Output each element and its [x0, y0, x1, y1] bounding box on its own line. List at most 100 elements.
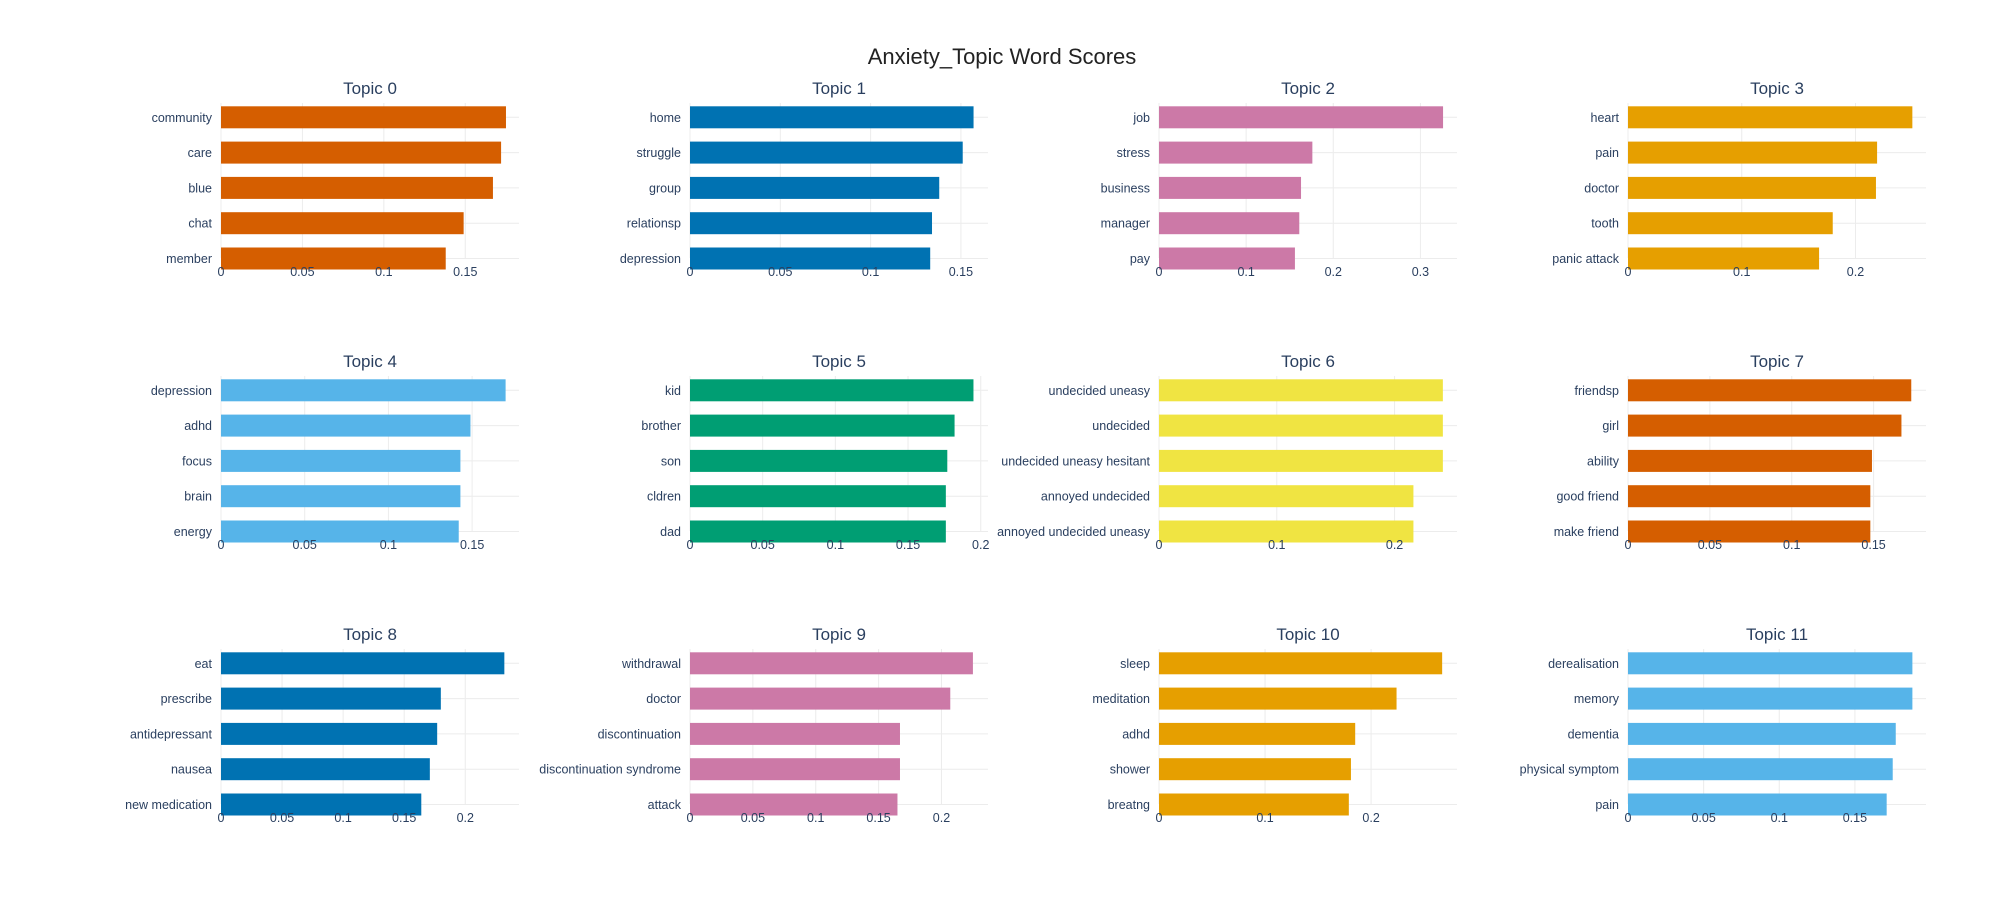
category-label: make friend	[1554, 525, 1619, 539]
subplot-topic-6: Topic 6 undecided uneasy undecided undecide…	[997, 352, 1457, 552]
category-label: doctor	[646, 692, 681, 706]
category-label: shower	[1110, 763, 1150, 777]
subplot-topic-9: Topic 9 withdrawal doctor discontinuation di…	[539, 625, 988, 825]
bar	[690, 722, 900, 745]
bar	[690, 106, 974, 129]
category-label: group	[649, 181, 681, 195]
category-label: blue	[188, 181, 212, 195]
subplot-title: Topic 1	[812, 79, 866, 98]
category-label: kid	[665, 384, 681, 398]
bar	[690, 176, 940, 199]
category-label: sleep	[1120, 657, 1150, 671]
x-tick-label: 0.15	[460, 538, 484, 552]
x-tick-label: 0	[1625, 538, 1632, 552]
bar	[1628, 722, 1896, 745]
category-label: stress	[1117, 146, 1150, 160]
bar	[1159, 247, 1295, 270]
x-tick-label: 0.1	[827, 538, 844, 552]
bar	[1628, 449, 1872, 472]
x-tick-label: 0.05	[1698, 538, 1722, 552]
x-tick-label: 0	[1625, 811, 1632, 825]
bar	[690, 449, 948, 472]
category-label: good friend	[1556, 490, 1619, 504]
category-label: memory	[1574, 692, 1620, 706]
bar	[690, 793, 898, 816]
bar	[1628, 520, 1871, 543]
x-tick-label: 0.1	[375, 265, 392, 279]
x-tick-label: 0.1	[807, 811, 824, 825]
x-tick-label: 0.1	[1268, 538, 1285, 552]
x-tick-label: 0.15	[1843, 811, 1867, 825]
bar	[690, 141, 963, 164]
category-label: breatng	[1108, 798, 1150, 812]
category-label: attack	[648, 798, 682, 812]
x-tick-label: 0.15	[392, 811, 416, 825]
subplot-topic-1: Topic 1 home struggle group relationsp depres…	[620, 79, 988, 279]
x-tick-label: 0	[687, 538, 694, 552]
x-tick-label: 0.05	[270, 811, 294, 825]
category-label: undecided	[1092, 419, 1150, 433]
bar	[221, 106, 506, 129]
bar	[221, 793, 422, 816]
subplot-topic-11: Topic 11 derealisation memory dementia physi…	[1520, 625, 1926, 825]
bar	[1159, 449, 1443, 472]
bar	[1628, 379, 1912, 402]
category-label: job	[1132, 111, 1150, 125]
bar	[1628, 106, 1913, 129]
bar	[1159, 379, 1443, 402]
bar	[690, 485, 946, 508]
bar	[1159, 414, 1443, 437]
category-label: panic attack	[1552, 252, 1619, 266]
category-label: antidepressant	[130, 727, 213, 741]
subplot-topic-4: Topic 4 depression adhd focus brain energy 0 0.…	[151, 352, 519, 552]
bar	[221, 652, 505, 675]
x-tick-label: 0	[687, 811, 694, 825]
x-tick-label: 0.1	[380, 538, 397, 552]
bar	[690, 414, 955, 437]
bar	[1159, 141, 1313, 164]
x-tick-label: 0.1	[862, 265, 879, 279]
category-label: home	[650, 111, 681, 125]
bar	[221, 247, 446, 270]
category-label: depression	[620, 252, 681, 266]
bar	[1159, 106, 1444, 129]
x-tick-label: 0.15	[949, 265, 973, 279]
bar	[1159, 793, 1349, 816]
category-label: annoyed undecided	[1041, 490, 1150, 504]
subplot-topic-2: Topic 2 job stress business manager pay 0 0.1 0.…	[1101, 79, 1457, 279]
subplot-topic-5: Topic 5 kid brother son cldren dad 0 0.05 0.1 0.1…	[641, 352, 989, 552]
category-label: brain	[184, 490, 212, 504]
bar	[690, 379, 974, 402]
x-tick-label: 0.15	[1861, 538, 1885, 552]
subplot-topic-3: Topic 3 heart pain doctor tooth panic attack 0…	[1552, 79, 1926, 279]
x-tick-label: 0.15	[866, 811, 890, 825]
category-label: struggle	[637, 146, 682, 160]
category-label: withdrawal	[621, 657, 681, 671]
subplot-title: Topic 0	[343, 79, 397, 98]
category-label: new medication	[125, 798, 212, 812]
subplot-title: Topic 10	[1276, 625, 1339, 644]
bar	[690, 652, 973, 675]
category-label: undecided uneasy hesitant	[1001, 454, 1150, 468]
x-tick-label: 0.1	[1783, 538, 1800, 552]
category-label: annoyed undecided uneasy	[997, 525, 1151, 539]
category-label: depression	[151, 384, 212, 398]
category-label: focus	[182, 454, 212, 468]
bar	[221, 212, 464, 235]
category-label: brother	[641, 419, 681, 433]
bar	[1159, 687, 1397, 710]
category-label: undecided uneasy	[1049, 384, 1151, 398]
bar	[1159, 722, 1356, 745]
x-tick-label: 0.15	[896, 538, 920, 552]
bar	[1628, 212, 1833, 235]
category-label: ability	[1587, 454, 1620, 468]
x-tick-label: 0.2	[457, 811, 474, 825]
category-label: physical symptom	[1520, 763, 1619, 777]
subplot-title: Topic 9	[812, 625, 866, 644]
bar	[1159, 176, 1302, 199]
x-tick-label: 0.05	[1691, 811, 1715, 825]
category-label: energy	[174, 525, 213, 539]
x-tick-label: 0.2	[1847, 265, 1864, 279]
subplot-title: Topic 3	[1750, 79, 1804, 98]
bar	[1159, 212, 1300, 235]
